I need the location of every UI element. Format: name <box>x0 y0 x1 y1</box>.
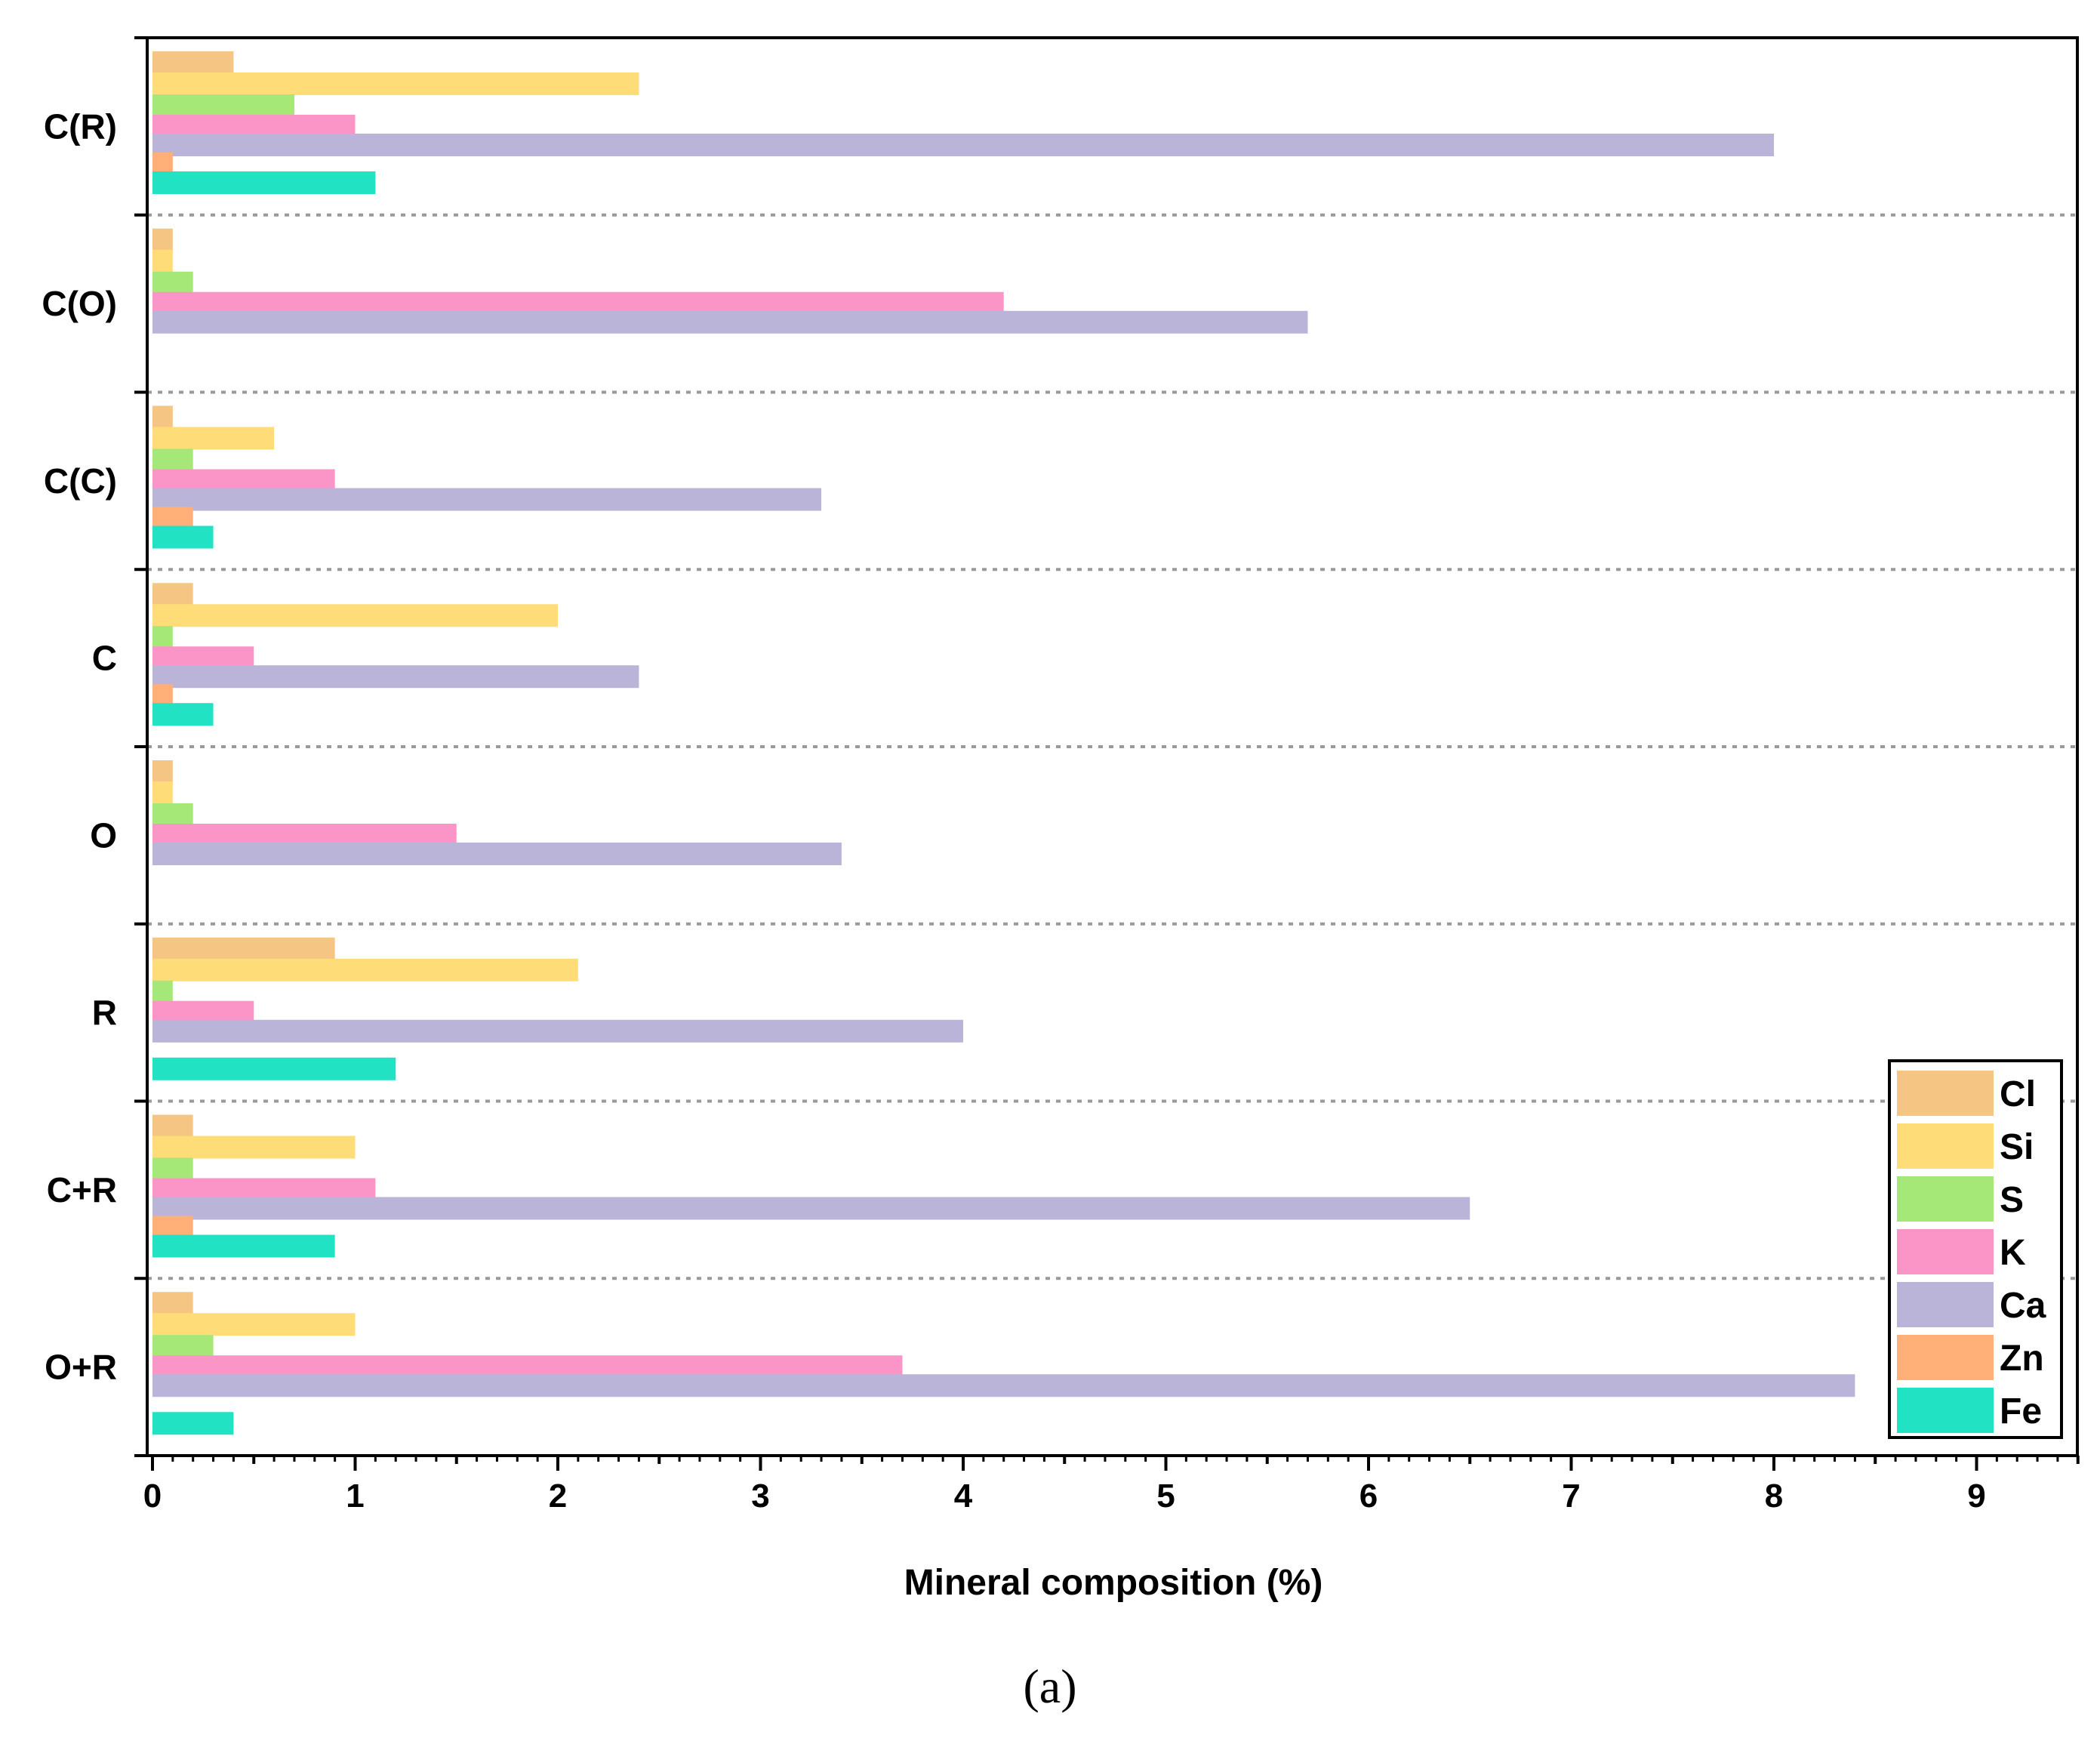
bar-s-o <box>152 803 193 826</box>
y-category-label: C+R <box>47 1170 117 1210</box>
bar-s-cr <box>152 94 294 117</box>
bar-fe-cc <box>152 525 214 549</box>
legend-swatch-zn <box>1897 1335 1994 1380</box>
x-tick-label: 2 <box>549 1478 567 1515</box>
x-tick-label: 0 <box>143 1478 162 1515</box>
y-category-label: O <box>90 815 117 855</box>
legend-swatch-fe <box>1897 1388 1994 1433</box>
bar-si-c <box>152 604 558 627</box>
bar-fe-cr <box>152 171 376 194</box>
bar-s-co <box>152 271 193 294</box>
bar-fe-o+r <box>152 1412 234 1435</box>
bar-ca-cr <box>152 134 1774 156</box>
bar-cl-o+r <box>152 1292 193 1315</box>
bar-cl-cr <box>152 51 234 74</box>
y-category-label: C(O) <box>42 284 117 323</box>
legend-label-s: S <box>2000 1180 2024 1220</box>
x-tick-label: 7 <box>1562 1478 1580 1515</box>
bar-si-r <box>152 958 578 981</box>
y-category-label: C(C) <box>44 461 117 501</box>
bar-cl-r <box>152 937 335 960</box>
x-tick-label: 4 <box>954 1478 973 1515</box>
bar-si-c+r <box>152 1136 356 1159</box>
x-axis-title: Mineral composition (%) <box>904 1563 1323 1603</box>
bar-cl-c <box>152 583 193 606</box>
y-category-label: O+R <box>45 1348 117 1387</box>
legend-label-zn: Zn <box>2000 1339 2044 1379</box>
bar-si-cc <box>152 427 275 450</box>
grid-layer <box>147 38 2077 1456</box>
bar-fe-c+r <box>152 1234 335 1258</box>
bar-si-o <box>152 781 173 804</box>
bar-si-o+r <box>152 1313 356 1336</box>
legend-label-ca: Ca <box>2000 1286 2046 1326</box>
legend-swatch-ca <box>1897 1282 1994 1327</box>
bar-ca-o+r <box>152 1374 1855 1397</box>
legend-label-cl: Cl <box>2000 1074 2036 1114</box>
x-tick-label: 9 <box>1967 1478 1985 1515</box>
bar-cl-o <box>152 760 173 783</box>
bar-ca-co <box>152 310 1308 334</box>
bar-s-r <box>152 980 173 1003</box>
bar-ca-c+r <box>152 1197 1470 1220</box>
labels-layer: 0 1 2 3 4 5 6 7 8 9 C(R) C(O) C(C) C O R C+R O+R <box>42 106 1985 1515</box>
x-tick-label: 8 <box>1765 1478 1783 1515</box>
bar-si-co <box>152 249 173 273</box>
bar-s-o+r <box>152 1335 214 1358</box>
bar-cl-c+r <box>152 1114 193 1138</box>
bar-fe-r <box>152 1057 396 1080</box>
bar-fe-c <box>152 703 214 726</box>
bars-layer <box>152 51 1855 1435</box>
legend-label-si: Si <box>2000 1127 2034 1167</box>
bar-s-c <box>152 626 173 649</box>
y-category-label: R <box>92 993 117 1032</box>
ticks-layer <box>134 36 2080 1471</box>
figure-caption: (a) <box>1023 1659 1076 1713</box>
bar-ca-o <box>152 843 842 865</box>
legend-label-k: K <box>2000 1233 2026 1273</box>
x-tick-label: 5 <box>1156 1478 1175 1515</box>
y-category-label: C(R) <box>44 106 117 146</box>
bar-ca-c <box>152 665 639 689</box>
legend-swatch-k <box>1897 1229 1994 1274</box>
bar-cl-co <box>152 228 173 251</box>
bar-s-cc <box>152 448 193 472</box>
bar-ca-cc <box>152 488 822 511</box>
legend: Cl Si SK Ca Zn Fe <box>1888 1059 2063 1439</box>
legend-swatch-si <box>1897 1123 1994 1169</box>
legend-swatch-cl <box>1897 1071 1994 1116</box>
bar-ca-r <box>152 1019 963 1043</box>
legend-label-fe: Fe <box>2000 1391 2042 1431</box>
y-category-label: C <box>92 639 117 678</box>
bar-s-c+r <box>152 1157 193 1181</box>
x-tick-label: 6 <box>1359 1478 1378 1515</box>
legend-swatch-s <box>1897 1176 1994 1222</box>
x-tick-label: 3 <box>751 1478 769 1515</box>
bar-cl-cc <box>152 405 173 429</box>
bar-si-cr <box>152 72 639 95</box>
x-tick-label: 1 <box>346 1478 364 1515</box>
